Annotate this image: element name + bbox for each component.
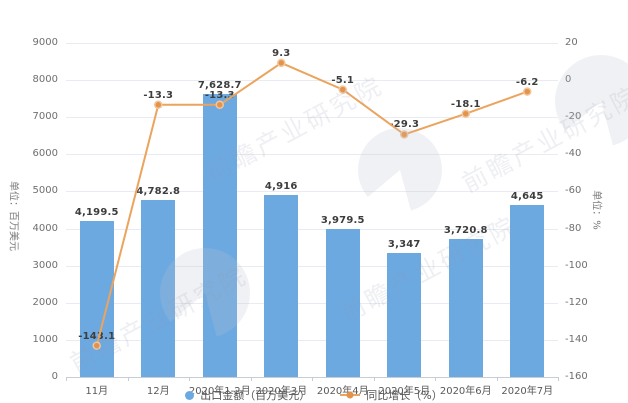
left-axis-tick-label: 6000 (32, 148, 58, 160)
growth-point-marker (277, 58, 286, 68)
export-amount-bar (325, 229, 360, 377)
right-axis-tick-label: -140 (565, 333, 588, 345)
x-axis-category-label: 11月 (85, 386, 109, 397)
growth-value-label: -18.1 (450, 98, 481, 110)
bar-value-label: 4,782.8 (136, 185, 181, 197)
gridline (66, 117, 558, 119)
right-axis-tick-label: -60 (565, 185, 582, 197)
growth-point-marker (154, 100, 163, 110)
growth-point-marker (215, 100, 224, 110)
x-axis-tick (558, 377, 559, 381)
growth-value-label: -29.3 (389, 119, 420, 131)
x-axis-category-label: 2020年3月 (255, 386, 308, 397)
left-axis-tick-label: 4000 (32, 222, 58, 234)
x-axis-tick (66, 377, 67, 381)
growth-value-label: -143.1 (78, 330, 116, 342)
gridline (66, 339, 558, 341)
x-axis-tick (127, 377, 129, 381)
export-amount-bar (448, 238, 483, 377)
x-axis-tick (373, 377, 375, 381)
bar-value-label: 3,979.5 (320, 215, 365, 227)
gridline (66, 154, 558, 156)
x-axis-category-label: 2020年6月 (439, 386, 492, 397)
growth-value-label: -5.1 (331, 74, 355, 86)
left-axis-tick-label: 7000 (32, 111, 58, 123)
right-axis-tick-label: 20 (565, 37, 578, 48)
x-axis-category-label: 2020年5月 (378, 386, 431, 397)
left-axis-title: 单位：百万美元 (7, 181, 19, 251)
growth-value-label: 9.3 (272, 47, 291, 59)
x-axis-tick (496, 377, 498, 381)
legend: 出口金额（百万美元） 同比增长（%） (0, 387, 628, 403)
gridline (66, 80, 558, 82)
growth-point-marker (338, 85, 347, 94)
left-axis-tick-label: 2000 (32, 296, 58, 308)
gridline (66, 302, 558, 304)
right-axis-title: 单位：% (590, 190, 602, 230)
bar-value-label: 4,916 (264, 180, 298, 192)
gridline (66, 265, 558, 267)
right-axis-tick-label: -160 (565, 371, 588, 382)
bar-value-label: 3,347 (387, 238, 421, 250)
gridline (66, 43, 558, 44)
left-axis-tick-label: 0 (51, 371, 58, 382)
line-series-swatch-icon (340, 391, 361, 399)
x-axis-tick (312, 377, 313, 381)
x-axis-tick (250, 377, 252, 381)
legend-item-export-amount[interactable]: 出口金额（百万美元） (185, 387, 310, 403)
x-axis-tick (435, 377, 436, 381)
bar-series-swatch-icon (185, 390, 195, 400)
growth-point-marker (92, 341, 101, 350)
growth-point-marker (523, 87, 532, 96)
legend-label-export-amount: 出口金额（百万美元） (200, 389, 311, 402)
growth-value-label: -6.2 (515, 76, 539, 88)
right-axis-tick-label: -100 (565, 259, 588, 271)
right-axis-tick-label: -80 (565, 222, 582, 234)
gridline (66, 191, 558, 193)
x-axis-category-label: 12月 (146, 386, 170, 397)
left-axis-tick-label: 8000 (32, 74, 58, 86)
export-amount-bar (510, 204, 545, 377)
bar-value-label: 4,645 (510, 190, 544, 202)
left-axis-tick-label: 3000 (32, 259, 58, 271)
x-axis-category-label: 2020年7月 (501, 386, 554, 397)
left-axis-tick-label: 9000 (32, 37, 58, 48)
x-axis-tick (189, 377, 190, 381)
x-axis-category-label: 2020年4月 (316, 386, 369, 397)
gridline (66, 228, 558, 230)
bar-value-label: 4,199.5 (74, 207, 119, 219)
bar-value-label: 7,628.7 (197, 79, 242, 91)
growth-point-marker (461, 109, 470, 118)
right-axis-tick-label: -20 (565, 111, 582, 123)
right-axis-tick-label: -120 (565, 296, 588, 308)
left-axis-tick-label: 1000 (32, 333, 58, 345)
export-amount-bar (387, 252, 422, 377)
export-amount-bar (202, 93, 237, 377)
x-axis-category-label: 2020年1-2月 (188, 386, 251, 397)
legend-item-yoy-growth[interactable]: 同比增长（%） (340, 387, 443, 403)
right-axis-tick-label: -40 (565, 148, 582, 160)
legend-label-yoy-growth: 同比增长（%） (366, 389, 443, 402)
export-amount-bar (264, 194, 299, 377)
right-axis-tick-label: 0 (565, 74, 572, 86)
growth-value-label: -13.3 (143, 89, 174, 101)
growth-line-path (95, 61, 528, 346)
left-axis-tick-label: 5000 (32, 185, 58, 197)
bar-value-label: 3,720.8 (443, 224, 488, 236)
export-amount-bar (141, 199, 176, 377)
growth-value-label: -13.3 (204, 89, 235, 101)
growth-point-marker (400, 130, 409, 139)
